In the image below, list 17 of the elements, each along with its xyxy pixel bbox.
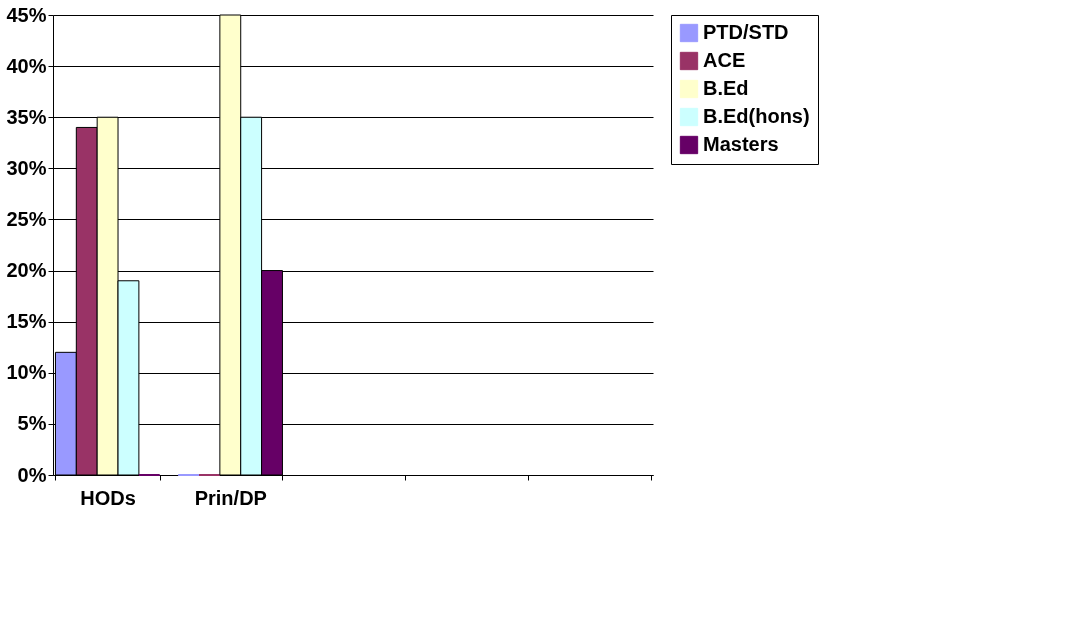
y-tick-label: 10% xyxy=(6,361,47,384)
legend-label: B.Ed(hons) xyxy=(703,105,810,127)
y-tick-label: 15% xyxy=(6,310,47,333)
y-tick-label: 45% xyxy=(6,3,47,26)
y-tick-label: 20% xyxy=(6,259,47,282)
y-tick-label: 5% xyxy=(17,412,47,435)
y-tick-label: 40% xyxy=(6,54,47,77)
y-tick-label: 35% xyxy=(6,105,47,128)
legend-label: PTD/STD xyxy=(703,21,789,43)
y-tick-label: 0% xyxy=(17,463,47,486)
legend-label: Masters xyxy=(703,133,779,155)
y-tick-label: 30% xyxy=(6,156,47,179)
legend-label: B.Ed xyxy=(703,77,749,99)
x-tick-label: Prin/DP xyxy=(194,486,267,509)
x-tick-label: HODs xyxy=(80,486,136,509)
legend-label: ACE xyxy=(703,49,746,71)
y-tick-label: 25% xyxy=(6,207,47,230)
